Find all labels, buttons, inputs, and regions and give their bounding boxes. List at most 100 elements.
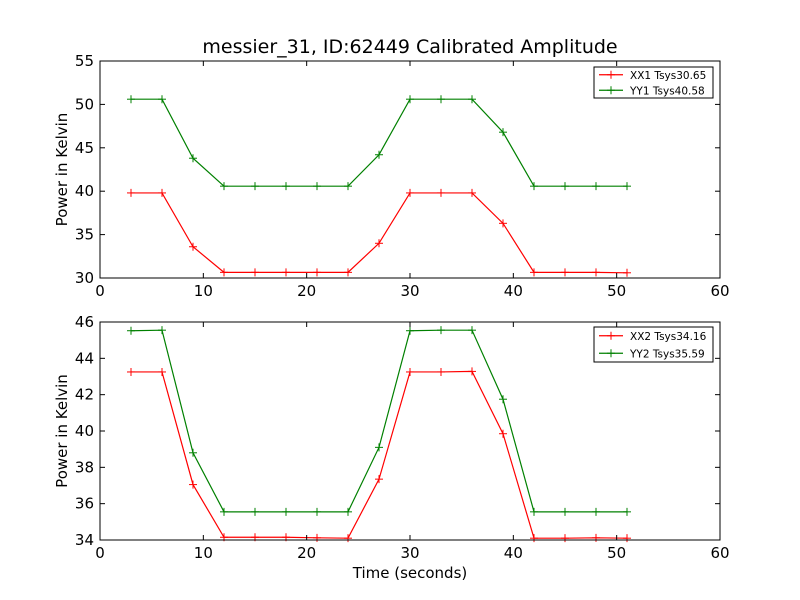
data-point-2-1-3 [189,480,197,489]
data-point-1-2-3 [189,154,197,163]
x-tick-label: 60 [710,282,729,300]
data-point-2-1-1 [127,367,135,376]
y-tick-label: 50 [75,95,94,113]
data-point-2-1-14 [530,534,538,543]
data-point-2-1-17 [623,534,631,543]
y-tick-label: 36 [75,495,94,513]
data-point-1-2-12 [468,95,476,104]
y-tick-label: 40 [75,182,94,200]
data-point-1-1-14 [530,268,538,277]
data-point-1-1-16 [592,268,600,277]
legend-label: XX2 Tsys34.16 [630,331,707,343]
x-tick-label: 40 [504,544,523,562]
data-point-2-2-8 [344,507,352,516]
x-tick-label: 60 [710,544,729,562]
data-point-1-2-9 [375,150,383,159]
data-point-2-2-17 [623,507,631,516]
x-tick-label: 20 [297,544,316,562]
y-tick-label: 38 [75,458,94,476]
data-point-1-2-8 [344,182,352,191]
x-tick-label: 10 [194,282,213,300]
bottom-panel: 0 10 20 30 40 50 60 34 36 38 40 42 44 46 Power in Kelv… [53,313,730,582]
data-point-1-1-5 [251,268,259,277]
y-tick-label: 44 [75,349,94,367]
data-point-2-2-4 [220,507,228,516]
data-point-2-2-7 [313,507,321,516]
data-point-1-2-14 [530,182,538,191]
data-point-2-2-5 [251,507,259,516]
data-point-2-1-12 [468,367,476,376]
x-tick-label: 30 [400,544,419,562]
y-axis-label-2: Power in Kelvin [53,374,71,488]
data-point-1-2-6 [282,182,290,191]
data-point-2-1-10 [406,367,414,376]
data-point-2-2-6 [282,507,290,516]
data-point-1-2-17 [623,182,631,191]
legend-label: YY1 Tsys40.58 [629,85,705,97]
legend-box [593,326,714,363]
x-tick-label: 0 [95,544,105,562]
data-point-2-1-11 [437,367,445,376]
data-point-1-1-2 [158,188,166,197]
data-point-2-2-3 [189,448,197,457]
y-tick-label: 30 [75,269,94,287]
data-point-2-2-13 [499,395,507,404]
data-point-1-2-16 [592,182,600,191]
x-tick-label: 10 [194,544,213,562]
data-point-2-2-11 [437,326,445,335]
data-point-2-2-2 [158,326,166,335]
y-tick-label: 45 [75,139,94,157]
data-point-2-1-15 [561,534,569,543]
legend-marker [607,331,615,340]
data-point-2-2-15 [561,507,569,516]
data-point-1-1-15 [561,268,569,277]
y-tick-label: 46 [75,313,94,331]
x-tick-label: 50 [607,282,626,300]
x-tick-label: 20 [297,282,316,300]
data-point-1-2-1 [127,95,135,104]
data-point-2-1-2 [158,367,166,376]
data-point-1-2-4 [220,182,228,191]
legend-box [593,66,714,99]
data-point-1-2-7 [313,182,321,191]
legend-1: XX1 Tsys30.65 YY1 Tsys40.58 [593,66,714,99]
data-point-1-2-15 [561,182,569,191]
y-tick-label: 40 [75,422,94,440]
data-point-1-2-10 [406,95,414,104]
data-point-1-1-1 [127,188,135,197]
x-tick-label: 40 [504,282,523,300]
y-tick-label: 42 [75,386,94,404]
chart-title: messier_31, ID:62449 Calibrated Amplitud… [202,36,617,58]
data-point-1-1-12 [468,188,476,197]
data-point-1-2-2 [158,95,166,104]
x-tick-label: 0 [95,282,105,300]
legend-label: XX1 Tsys30.65 [630,70,706,82]
y-tick-label: 55 [75,52,94,70]
legend-marker [607,349,615,358]
legend-marker [607,86,615,95]
data-point-1-1-13 [499,219,507,228]
data-point-1-1-4 [220,268,228,277]
data-point-1-2-13 [499,128,507,137]
x-tick-label: 50 [607,544,626,562]
data-point-2-2-10 [406,326,414,335]
data-point-1-2-11 [437,95,445,104]
legend-marker [607,70,615,79]
data-point-1-1-7 [313,268,321,277]
legend-2: XX2 Tsys34.16 YY2 Tsys35.59 [593,326,714,363]
data-point-1-1-8 [344,268,352,277]
x-axis-label: Time (seconds) [352,564,468,582]
data-point-2-2-1 [127,326,135,335]
data-point-2-1-9 [375,475,383,484]
data-point-1-2-5 [251,182,259,191]
y-tick-label: 34 [75,531,94,549]
y-axis-label-1: Power in Kelvin [53,113,71,227]
data-point-1-1-11 [437,188,445,197]
y-tick-label: 35 [75,226,94,244]
data-point-2-2-9 [375,443,383,452]
x-tick-label: 30 [400,282,419,300]
data-point-2-2-16 [592,507,600,516]
data-point-1-1-6 [282,268,290,277]
